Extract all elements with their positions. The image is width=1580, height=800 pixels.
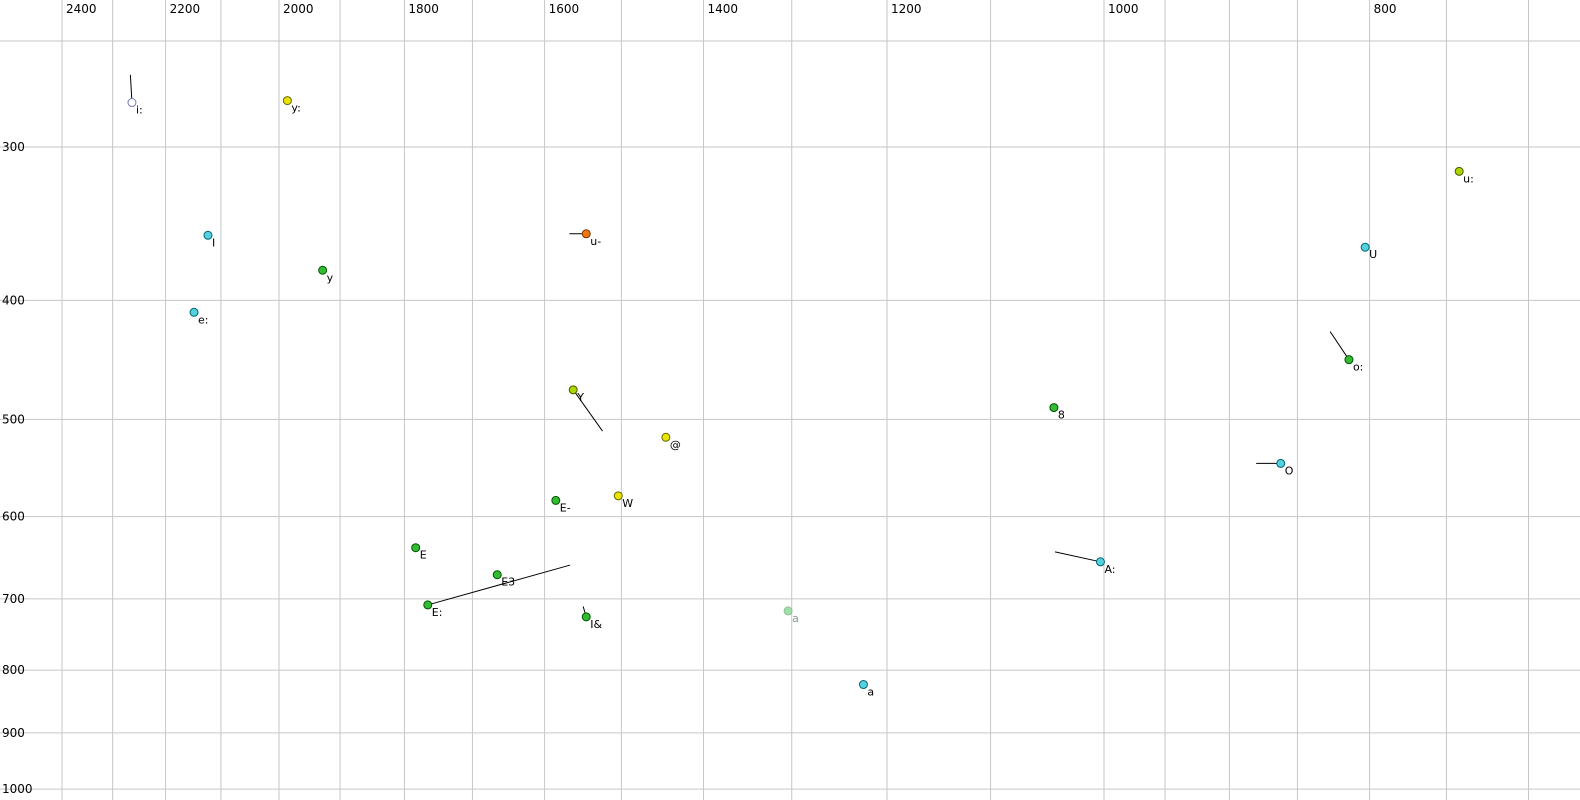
- data-point[interactable]: [1095, 557, 1105, 567]
- y-tick-label: 400: [2, 293, 25, 307]
- x-tick-label: 1200: [891, 2, 922, 16]
- point-label: @: [670, 438, 681, 451]
- data-point[interactable]: [551, 495, 561, 505]
- point-label: i:: [136, 104, 143, 117]
- point-label: E-: [560, 501, 571, 514]
- point-label: a: [867, 686, 874, 699]
- point-label: u:: [1463, 172, 1474, 185]
- x-tick-label: 2400: [66, 2, 97, 16]
- y-tick-label: 900: [2, 726, 25, 740]
- point-label: I: [212, 236, 215, 249]
- data-point[interactable]: [1360, 242, 1370, 252]
- data-point[interactable]: [203, 230, 213, 240]
- data-point[interactable]: [858, 680, 868, 690]
- data-point[interactable]: [661, 432, 671, 442]
- point-tail: [1329, 331, 1350, 360]
- data-point[interactable]: [423, 600, 433, 610]
- point-tail: [1054, 551, 1101, 563]
- y-tick-label: 500: [2, 412, 25, 426]
- x-tick-label: 1400: [708, 2, 739, 16]
- point-label: 8: [1058, 409, 1065, 422]
- data-point[interactable]: [1344, 355, 1354, 365]
- point-label: y: [327, 271, 334, 284]
- point-tail: [129, 74, 133, 103]
- x-tick-label: 2200: [170, 2, 201, 16]
- x-tick-label: 2000: [283, 2, 314, 16]
- point-label: u-: [590, 235, 601, 248]
- point-label: U: [1369, 248, 1377, 261]
- point-label: I&: [590, 618, 602, 631]
- y-tick-label: 600: [2, 510, 25, 524]
- data-point[interactable]: [411, 543, 421, 553]
- point-label: E: [420, 549, 427, 562]
- data-point[interactable]: [492, 570, 502, 580]
- data-point[interactable]: [318, 265, 328, 275]
- data-point[interactable]: [783, 606, 793, 616]
- point-label: o:: [1353, 361, 1363, 374]
- data-point[interactable]: [127, 98, 137, 108]
- data-point[interactable]: [282, 96, 292, 106]
- y-tick-label: 800: [2, 663, 25, 677]
- data-point[interactable]: [568, 385, 578, 395]
- point-label: E3: [501, 576, 515, 589]
- point-label: E:: [432, 606, 443, 619]
- point-label: e:: [198, 313, 208, 326]
- point-label: W: [622, 497, 633, 510]
- point-label: y:: [291, 102, 300, 115]
- x-tick-label: 1800: [408, 2, 439, 16]
- y-tick-label: 1000: [2, 782, 33, 796]
- data-point[interactable]: [581, 229, 591, 239]
- data-point[interactable]: [581, 612, 591, 622]
- x-tick-label: 800: [1374, 2, 1397, 16]
- point-tail: [572, 389, 603, 432]
- point-label: A:: [1104, 563, 1115, 576]
- data-point[interactable]: [613, 491, 623, 501]
- point-label: Y: [576, 391, 584, 404]
- point-tail: [427, 564, 571, 606]
- data-point[interactable]: [189, 307, 199, 317]
- data-point[interactable]: [1276, 458, 1286, 468]
- data-point[interactable]: [1454, 166, 1464, 176]
- x-tick-label: 1000: [1108, 2, 1139, 16]
- point-label: O: [1285, 464, 1294, 477]
- y-tick-label: 300: [2, 140, 25, 154]
- y-tick-label: 700: [2, 592, 25, 606]
- data-point[interactable]: [1049, 403, 1059, 413]
- x-tick-label: 1600: [549, 2, 580, 16]
- point-label: a: [792, 612, 799, 625]
